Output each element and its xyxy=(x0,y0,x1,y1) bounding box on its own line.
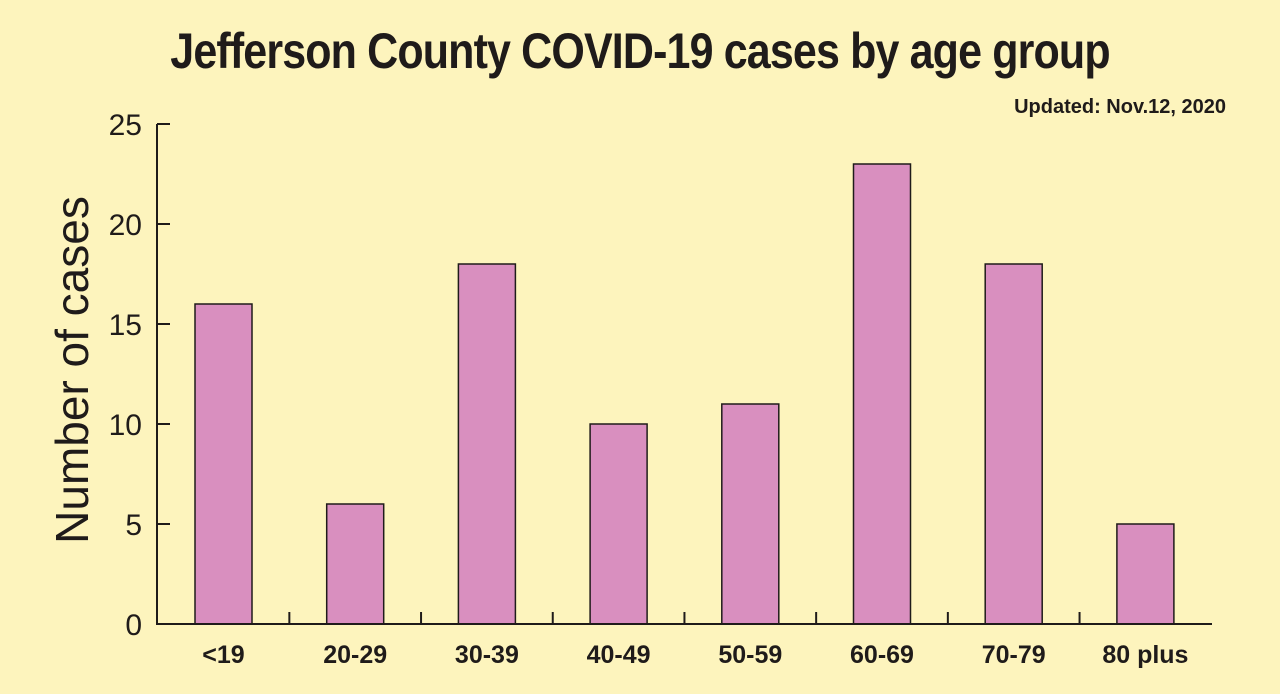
bar-7 xyxy=(1116,523,1175,625)
y-tick-label: 0 xyxy=(125,609,142,642)
y-tick-label: 10 xyxy=(109,409,142,442)
y-tick-label: 15 xyxy=(109,309,142,342)
updated-date: Updated: Nov.12, 2020 xyxy=(1014,96,1226,118)
x-tick-label: 60-69 xyxy=(850,641,914,669)
x-tick-label: 40-49 xyxy=(587,641,651,669)
x-tick-label: 30-39 xyxy=(455,641,519,669)
y-axis-label: Number of cases xyxy=(46,196,98,544)
chart-title: Jefferson County COVID-19 cases by age g… xyxy=(170,23,1110,79)
bar-3 xyxy=(589,423,648,625)
x-tick-label: <19 xyxy=(202,641,244,669)
bar-4 xyxy=(721,403,780,625)
bar-6 xyxy=(984,263,1043,625)
bar-0 xyxy=(194,303,253,625)
x-tick-label: 50-59 xyxy=(718,641,782,669)
bar-1 xyxy=(325,503,385,625)
y-tick-label: 25 xyxy=(109,109,142,142)
x-tick-label: 20-29 xyxy=(323,641,387,669)
x-tick-label: 80 plus xyxy=(1102,641,1188,669)
x-tick-label: 70-79 xyxy=(982,641,1046,669)
y-tick-label: 20 xyxy=(109,209,142,242)
y-tick-label: 5 xyxy=(125,509,142,542)
bar-2 xyxy=(457,263,517,625)
bar-5 xyxy=(852,163,912,625)
